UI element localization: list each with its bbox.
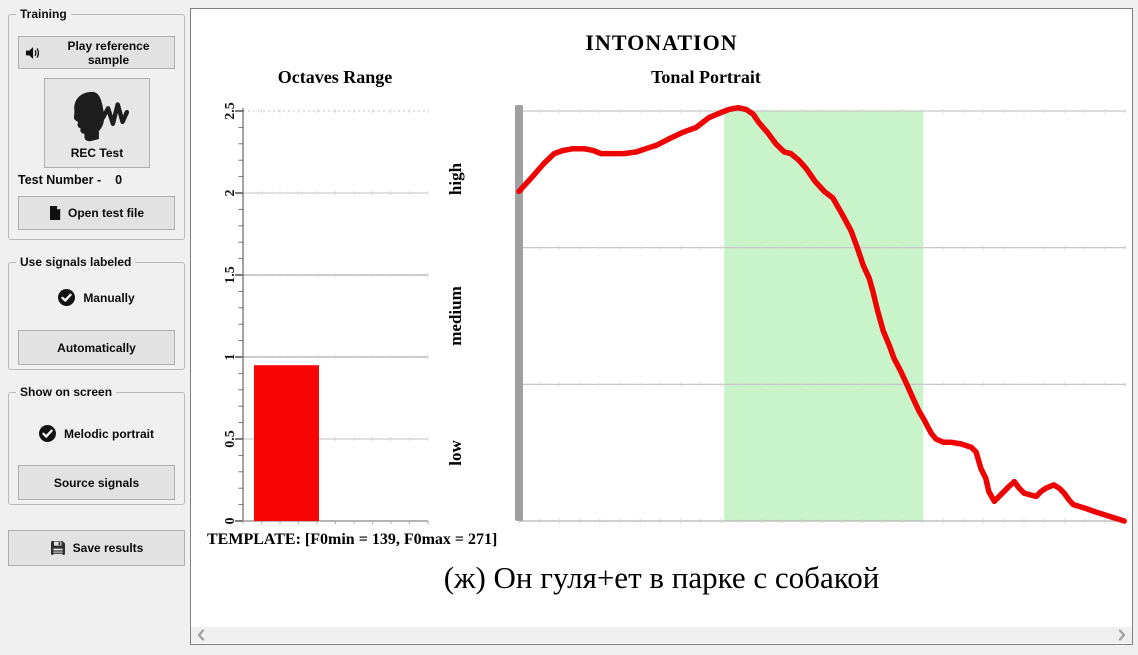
band-label-medium: medium <box>446 286 465 346</box>
svg-text:2.5: 2.5 <box>223 102 238 120</box>
save-icon <box>50 540 66 556</box>
open-test-file-label: Open test file <box>67 206 144 220</box>
training-group: Training Play reference sample REC Test <box>8 7 185 240</box>
svg-text:2: 2 <box>223 190 238 197</box>
melodic-portrait-option[interactable]: Melodic portrait <box>9 425 184 442</box>
automatically-button[interactable]: Automatically <box>18 330 175 365</box>
sidebar: Training Play reference sample REC Test <box>0 0 190 655</box>
check-circle-icon <box>58 289 76 306</box>
use-signals-group-label: Use signals labeled <box>16 255 136 269</box>
show-on-screen-group-label: Show on screen <box>16 385 117 399</box>
automatically-label: Automatically <box>57 340 136 355</box>
melodic-portrait-label: Melodic portrait <box>63 426 154 441</box>
save-results-label: Save results <box>72 541 144 555</box>
band-label-high: high <box>446 162 465 196</box>
test-number: Test Number - 0 <box>18 173 122 187</box>
rec-test-label: REC Test <box>70 145 124 160</box>
octaves-range-chart: 0 0.5 1 1.5 2 2.5 <box>223 102 429 525</box>
chevron-right-icon[interactable] <box>1117 629 1127 642</box>
training-group-label: Training <box>16 7 71 21</box>
tonal-portrait-title: Tonal Portrait <box>651 67 761 87</box>
test-number-label: Test Number - <box>18 173 102 187</box>
svg-text:0.5: 0.5 <box>223 430 238 448</box>
speaking-face-icon <box>65 90 129 144</box>
check-circle-icon <box>38 425 56 442</box>
chevron-left-icon[interactable] <box>196 629 206 642</box>
play-reference-sample-label: Play reference sample <box>67 38 150 67</box>
show-on-screen-group: Show on screen Melodic portrait Source s… <box>8 385 185 505</box>
save-results-button[interactable]: Save results <box>8 530 185 566</box>
file-icon <box>49 206 61 220</box>
band-label-low: low <box>446 440 465 466</box>
page-title: INTONATION <box>585 30 738 55</box>
manually-option-label: Manually <box>83 290 135 305</box>
plot-panel: INTONATION Octaves Range Tonal Portrait … <box>190 8 1133 645</box>
play-reference-sample-button[interactable]: Play reference sample <box>18 36 175 69</box>
speaker-icon <box>25 46 42 60</box>
open-test-file-button[interactable]: Open test file <box>18 196 175 230</box>
horizontal-scrollbar[interactable] <box>191 627 1132 643</box>
rec-test-button[interactable]: REC Test <box>44 78 150 168</box>
svg-text:0: 0 <box>223 518 238 525</box>
source-signals-button[interactable]: Source signals <box>18 465 175 500</box>
octaves-range-title: Octaves Range <box>277 67 393 87</box>
manually-option[interactable]: Manually <box>9 289 184 306</box>
tonal-portrait-chart <box>515 104 1127 524</box>
svg-text:1: 1 <box>223 354 238 361</box>
template-info: TEMPLATE: [F0min = 139, F0max = 271] <box>207 531 498 548</box>
svg-text:1.5: 1.5 <box>223 266 238 284</box>
reference-sentence: (ж) Он гуля+ет в парке с собакой <box>443 560 880 595</box>
use-signals-group: Use signals labeled Manually Automatical… <box>8 255 185 370</box>
test-number-value: 0 <box>115 173 123 187</box>
source-signals-label: Source signals <box>53 475 140 490</box>
